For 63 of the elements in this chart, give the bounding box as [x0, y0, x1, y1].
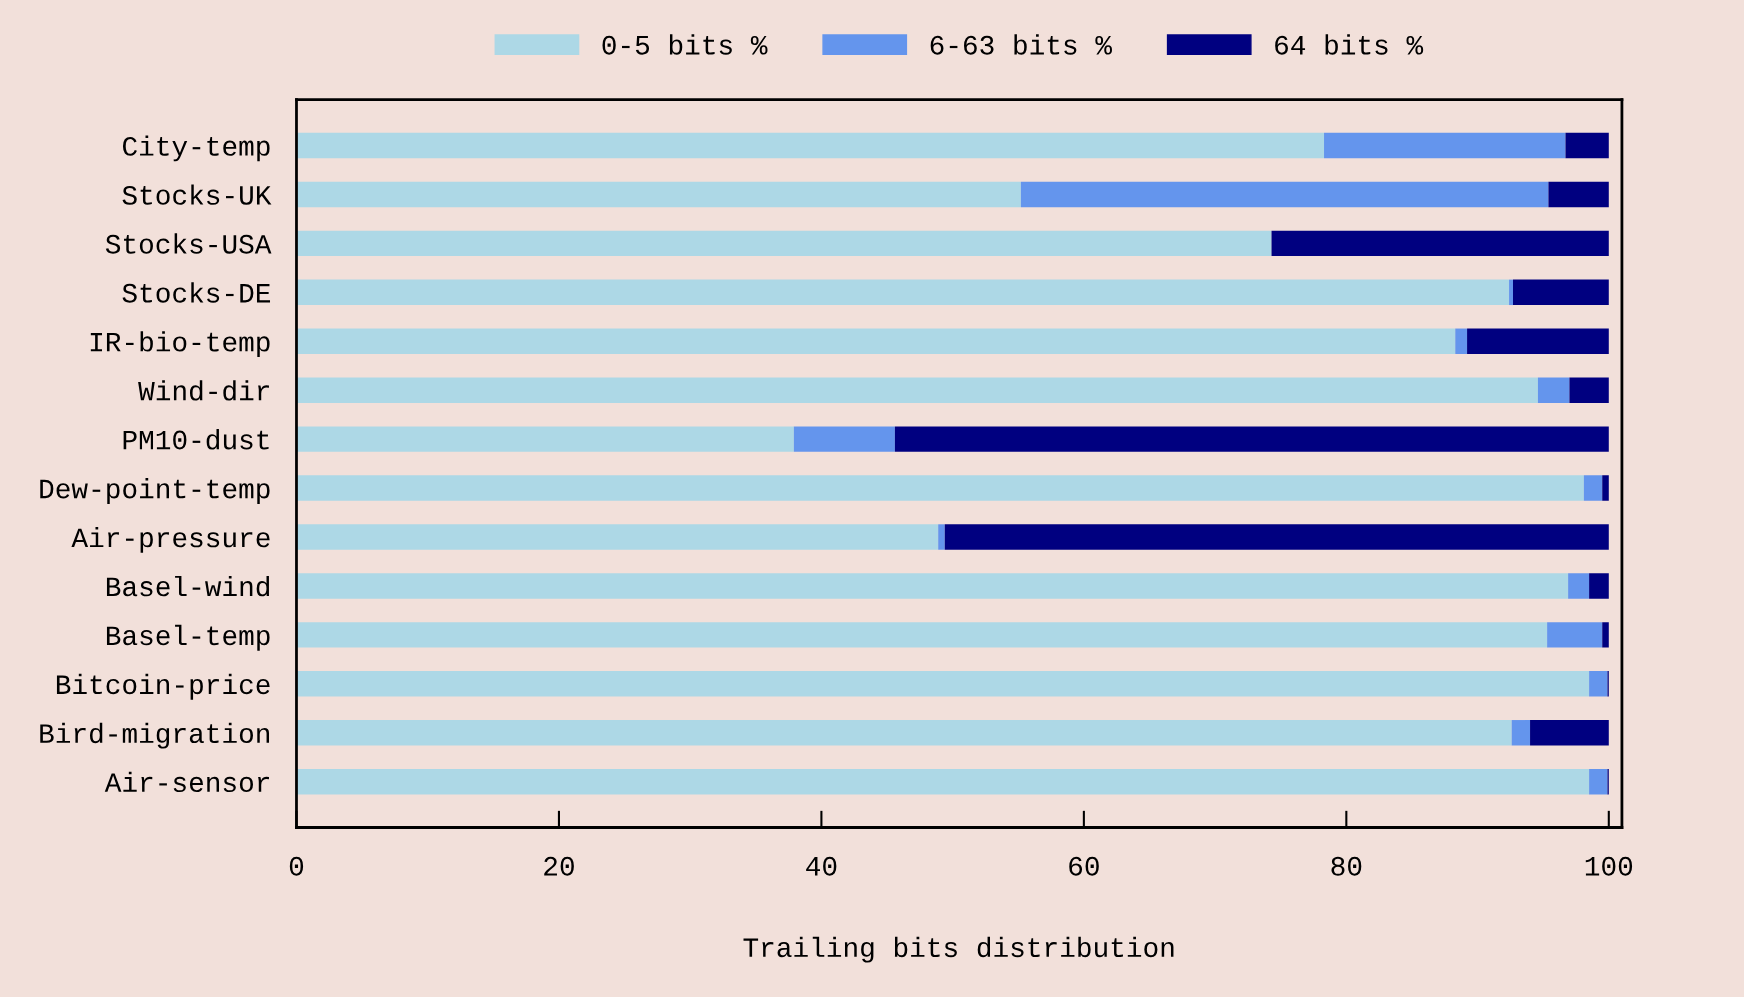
y-tick-label: PM10-dust [123, 429, 269, 450]
bar [296, 132, 1325, 159]
y-tick-label: Stocks-USA [105, 233, 272, 254]
bar [296, 573, 1569, 599]
x-tick-label: 40 [806, 856, 837, 876]
bar [1467, 328, 1609, 354]
bar [1547, 622, 1603, 648]
bar [1569, 377, 1609, 403]
y-tick-label: Basel-temp [106, 624, 270, 651]
y-tick-label: Basel-wind [106, 575, 270, 597]
y-tick-label: Air-sensor [104, 771, 269, 793]
bar [296, 279, 1510, 306]
bar [1589, 573, 1609, 599]
x-axis-title: Trailing bits distribution [743, 936, 1174, 963]
bar [296, 426, 794, 452]
bar [296, 524, 939, 550]
bar [296, 475, 1584, 501]
bar [1589, 768, 1608, 795]
legend-label: 64 bits % [1275, 34, 1424, 55]
y-tick-label: Stocks-UK [122, 184, 272, 205]
bar [1602, 622, 1609, 648]
bar [1602, 475, 1609, 501]
bar [296, 181, 1021, 208]
bar [296, 622, 1548, 648]
bar [1568, 573, 1590, 599]
y-tick-label: Bird-migration [40, 722, 270, 749]
x-tick-label: 60 [1069, 856, 1099, 876]
y-tick-label: Wind-dir [138, 380, 269, 401]
y-tick-label: Air-pressure [71, 526, 270, 553]
bar [1324, 132, 1566, 159]
legend-label: 0-5 bits % [602, 34, 768, 55]
bar [296, 768, 1590, 795]
bar [1020, 181, 1549, 208]
bar [1583, 475, 1603, 501]
bar [1513, 279, 1609, 306]
bar [296, 720, 1512, 746]
legend-label: 6-63 bits % [930, 34, 1112, 55]
bar [1565, 132, 1609, 159]
y-tick-label: City-temp [122, 135, 270, 162]
bar [296, 377, 1538, 403]
bar [1509, 279, 1513, 306]
bar [793, 426, 895, 452]
x-tick-label: 100 [1585, 856, 1633, 876]
bar [938, 524, 945, 550]
bar [1537, 377, 1570, 403]
bar [296, 230, 1272, 257]
x-tick-label: 20 [544, 856, 574, 876]
bar [1271, 230, 1609, 257]
y-tick-label: Dew-point-temp [40, 478, 270, 504]
bar [296, 328, 1456, 354]
bar [1455, 328, 1468, 354]
bar [1548, 181, 1609, 208]
bar [944, 524, 1609, 550]
y-tick-label: IR-bio-temp [90, 331, 270, 358]
y-tick-label: Stocks-DE [122, 282, 271, 303]
bar [296, 671, 1590, 697]
bar [1589, 671, 1608, 697]
bar [1511, 720, 1531, 746]
bar [1530, 720, 1609, 746]
x-tick-label: 80 [1331, 856, 1362, 876]
y-tick-label: Bitcoin-price [56, 673, 270, 700]
x-tick-label: 0 [289, 856, 304, 876]
bar [894, 426, 1609, 452]
